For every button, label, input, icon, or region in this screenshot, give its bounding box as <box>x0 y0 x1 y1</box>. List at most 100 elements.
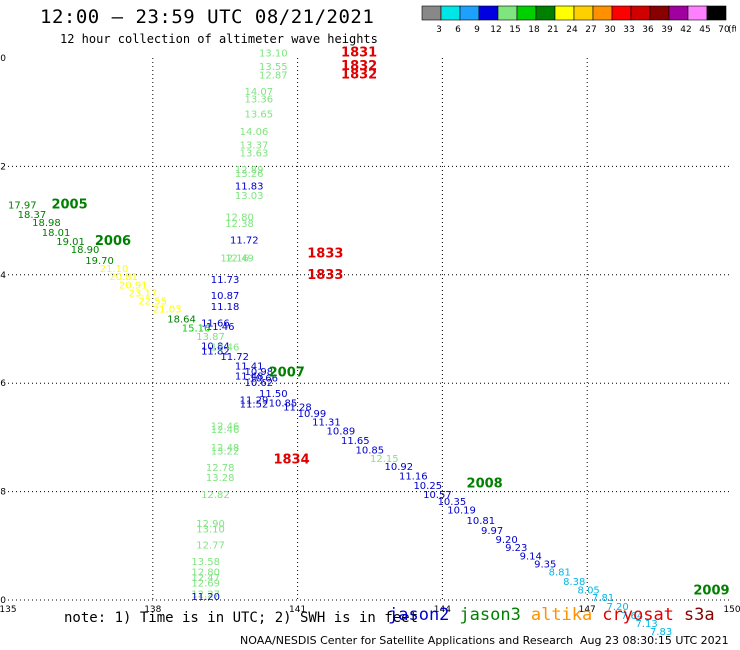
swh-value-label: 12.46 <box>211 343 240 354</box>
swh-value-label: 11.73 <box>211 275 240 286</box>
swh-value-label: 21.10 <box>100 264 129 275</box>
swh-value-label: 9.97 <box>481 526 503 537</box>
swh-value-label: 13.36 <box>245 94 274 105</box>
swh-value-label: 10.92 <box>384 462 413 473</box>
colorbar-label: 42 <box>680 25 691 35</box>
swh-value-label: 19.01 <box>56 237 85 248</box>
swh-value-label: 13.22 <box>211 447 240 458</box>
swh-value-label: 12.78 <box>206 463 235 474</box>
swh-value-label: 14.07 <box>245 87 274 98</box>
swh-value-label: 12.77 <box>196 541 225 552</box>
swh-value-label: 10.66 <box>249 374 278 385</box>
swh-value-label: 18.37 <box>18 210 47 221</box>
swh-value-label: 12.27 <box>191 589 220 600</box>
credit-line: NOAA/NESDIS Center for Satellite Applica… <box>240 634 574 647</box>
colorbar-label: 24 <box>566 25 578 35</box>
swh-value-label: 11.50 <box>259 389 288 400</box>
swh-value-label: 12.15 <box>370 454 399 465</box>
time-label: 2006 <box>95 234 131 249</box>
swh-value-label: 10.62 <box>245 378 274 389</box>
swh-value-label: 12.16 <box>220 253 249 264</box>
x-tick-label: 150 <box>723 605 740 615</box>
colorbar-label: 3 <box>436 25 442 35</box>
swh-value-label: 13.10 <box>259 48 288 59</box>
swh-value-label: 11.82 <box>201 346 230 357</box>
swh-value-label: 18.98 <box>32 218 61 229</box>
legend-entry: cryosat <box>602 605 674 625</box>
y-tick-label: -60 <box>0 596 6 606</box>
swh-value-label: 11.16 <box>399 472 428 483</box>
swh-value-label: 7.20 <box>607 602 629 613</box>
swh-value-label: 7.13 <box>635 619 657 630</box>
swh-value-label: 15.16 <box>182 324 211 335</box>
swh-value-label: 11.66 <box>201 318 230 329</box>
legend-entry: jason2 <box>388 605 450 625</box>
colorbar-label: 45 <box>699 25 710 35</box>
swh-value-label: 18.01 <box>42 228 71 239</box>
swh-value-label: 12.46 <box>211 425 240 436</box>
swh-value-label: 11.28 <box>283 402 312 413</box>
swh-value-label: 12.48 <box>211 443 240 454</box>
swh-value-label: 13.65 <box>245 110 274 121</box>
colorbar-unit: (ft) <box>728 25 736 35</box>
time-label: 2008 <box>467 476 503 491</box>
colorbar-label: 33 <box>623 25 634 35</box>
colorbar-label: 9 <box>474 25 480 35</box>
swh-value-label: 13.37 <box>240 141 269 152</box>
footnote: note: 1) Time is in UTC; 2) SWH is in fe… <box>64 610 419 626</box>
colorbar-label: 21 <box>547 25 558 35</box>
swh-value-label: 11.65 <box>341 436 370 447</box>
swh-value-label: 22.55 <box>138 297 167 308</box>
colorbar-label: 6 <box>455 25 461 35</box>
swh-value-label: 13.26 <box>235 169 264 180</box>
x-tick-label: 135 <box>0 605 17 615</box>
swh-value-label: 9.20 <box>495 535 517 546</box>
colorbar-label: 70 <box>718 25 730 35</box>
swh-value-label: 11.18 <box>211 302 240 313</box>
swh-value-label: 12.80 <box>191 568 220 579</box>
y-tick-label: -50 <box>0 54 6 64</box>
swh-value-label: 10.87 <box>211 291 240 302</box>
swh-value-label: 7.83 <box>650 627 672 638</box>
y-tick-label: -54 <box>0 271 6 281</box>
swh-value-label: 13.03 <box>235 191 264 202</box>
swh-value-label: 11.20 <box>191 592 220 603</box>
time-label: 1832 <box>341 59 377 74</box>
swh-value-label: 13.55 <box>259 62 288 73</box>
swh-value-label: 11.41 <box>235 362 264 373</box>
swh-value-label: 8.05 <box>578 585 600 596</box>
swh-value-label: 10.19 <box>447 505 476 516</box>
swh-value-label: 20.91 <box>119 280 148 291</box>
time-label: 2007 <box>269 366 305 381</box>
chart-title: 12:00 – 23:59 UTC 08/21/2021 <box>40 6 375 28</box>
swh-value-label: 17.97 <box>8 201 37 212</box>
swh-value-label: 11.72 <box>220 352 249 363</box>
legend-entry: s3a <box>683 605 715 625</box>
swh-value-label: 11.72 <box>230 235 259 246</box>
swh-value-label: 12.82 <box>201 490 230 501</box>
x-tick-label: 138 <box>144 605 161 615</box>
swh-value-label: 11.83 <box>235 182 264 193</box>
swh-value-label: 11.29 <box>240 395 269 406</box>
time-label: 2005 <box>51 198 87 213</box>
swh-value-label: 20.81 <box>109 272 138 283</box>
time-label: 1834 <box>273 452 309 467</box>
swh-value-label: 12.38 <box>225 219 254 230</box>
swh-value-label: 10.85 <box>269 399 298 410</box>
swh-value-label: 9.23 <box>505 543 527 554</box>
generated-timestamp: Aug 23 08:30:15 UTC 2021 <box>580 634 729 647</box>
swh-value-label: 18.64 <box>167 314 196 325</box>
swh-value-label: 12.46 <box>211 421 240 432</box>
satellite-legend: jason2 jason3 altika cryosat s3a <box>388 605 725 625</box>
swh-value-label: 9.14 <box>520 551 542 562</box>
swh-value-label: 18.90 <box>71 245 100 256</box>
x-tick-label: 144 <box>434 605 451 615</box>
colorbar-label: 18 <box>528 25 540 35</box>
swh-value-label: 11.48 <box>235 371 264 382</box>
x-tick-label: 147 <box>579 605 596 615</box>
time-label: 1833 <box>307 268 343 283</box>
swh-value-label: 21.03 <box>153 305 182 316</box>
swh-value-label: 10.98 <box>245 367 274 378</box>
